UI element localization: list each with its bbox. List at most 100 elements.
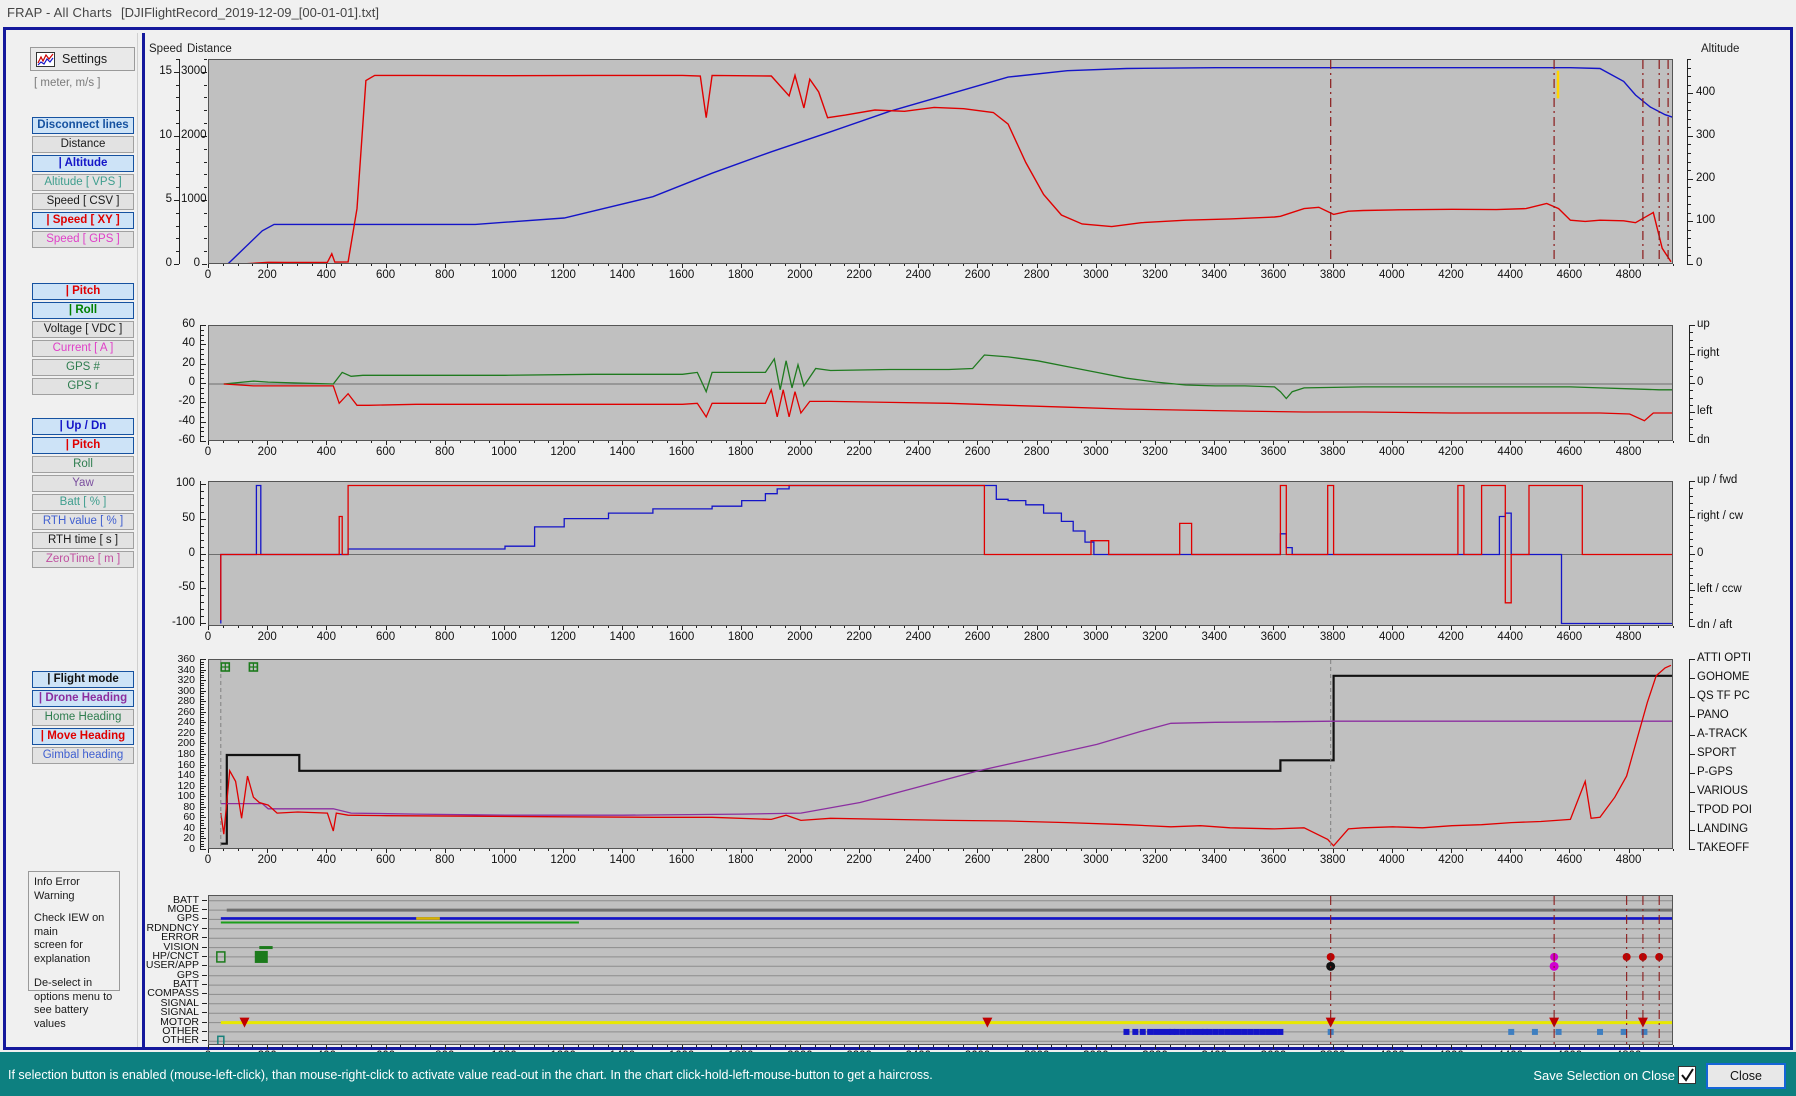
sidebar-button-gps-r[interactable]: GPS r <box>32 378 134 395</box>
save-selection-checkbox[interactable] <box>1678 1066 1696 1084</box>
iew-line5: options menu to <box>34 990 113 1003</box>
x-minor-tick <box>962 441 964 443</box>
x-minor-tick <box>992 441 994 443</box>
chart4-minor-tick <box>200 835 204 837</box>
x-minor-tick <box>711 441 713 443</box>
sidebar-button-move-heading[interactable]: | Move Heading <box>32 728 134 745</box>
x-minor-tick <box>1584 626 1586 628</box>
plot-area-chart2[interactable] <box>208 325 1673 441</box>
title-bar: FRAP - All Charts [DJIFlightRecord_2019-… <box>0 0 1796 26</box>
chart4-right-label: TPOD POI <box>1697 804 1752 816</box>
x-minor-tick <box>577 264 579 266</box>
sidebar-button-altitude[interactable]: | Altitude <box>32 155 134 172</box>
sidebar-button-yaw[interactable]: Yaw <box>32 475 134 492</box>
x-tick-mark <box>1273 441 1275 445</box>
chart-heading-flightmode: 0 20 40 60 80 100 120 140 160 180 200 220 240 260 280 3… <box>145 33 1792 1047</box>
sidebar-button-disconnect-lines[interactable]: Disconnect lines <box>32 117 134 134</box>
chart4-tick-label: 280 <box>177 695 195 708</box>
x-tick-mark <box>859 1045 861 1049</box>
x-minor-tick <box>1125 1045 1127 1047</box>
x-tick-mark <box>208 441 209 445</box>
sidebar-button-roll[interactable]: Roll <box>32 456 134 473</box>
close-button[interactable]: Close <box>1706 1063 1786 1089</box>
chart3-tick-label: 50 <box>182 511 195 524</box>
x-tick-label: 2800 <box>1023 854 1050 866</box>
x-tick-label: 2600 <box>964 854 991 866</box>
sidebar-button-home-heading[interactable]: Home Heading <box>32 709 134 726</box>
chart4-minor-tick <box>200 812 204 814</box>
sidebar-button-batt[interactable]: Batt [ % ] <box>32 494 134 511</box>
x-tick-label: 0 <box>204 631 212 643</box>
x-minor-tick <box>1554 626 1556 628</box>
x-tick-label: 4800 <box>1615 631 1642 643</box>
x-tick-label: 4000 <box>1379 446 1405 458</box>
sidebar-button-gimbal-heading[interactable]: Gimbal heading <box>32 747 134 764</box>
chart4-right-tick-mark <box>1689 811 1695 812</box>
status-bar: If selection button is enabled (mouse-le… <box>0 1052 1796 1096</box>
sidebar-button-drone-heading[interactable]: | Drone Heading <box>32 690 134 707</box>
sidebar-button-distance[interactable]: Distance <box>32 136 134 153</box>
x-tick-label: 4600 <box>1556 446 1583 458</box>
x-tick-mark <box>918 441 920 445</box>
x-tick-label: 1200 <box>550 854 576 866</box>
x-tick-mark <box>1628 264 1630 268</box>
chart4-minor-tick <box>200 769 204 771</box>
sidebar-button-label: RTH time [ s ] <box>47 534 119 546</box>
speed-minor-tick <box>176 174 179 176</box>
x-minor-tick <box>651 441 653 443</box>
sidebar-button-label: Flight mode <box>53 673 119 685</box>
chart4-minor-tick <box>200 751 204 753</box>
x-minor-tick <box>1673 264 1674 266</box>
x-minor-tick <box>1007 1045 1009 1047</box>
x-tick-label: 2000 <box>787 631 813 643</box>
chart5-row-label: SIGNAL <box>160 996 199 1009</box>
x-minor-tick <box>1317 1045 1319 1047</box>
sidebar-button-speed-gps[interactable]: Speed [ GPS ] <box>32 231 134 248</box>
x-minor-tick <box>1140 264 1142 266</box>
x-minor-tick <box>1377 264 1379 266</box>
sidebar-button-current-a[interactable]: Current [ A ] <box>32 340 134 357</box>
x-tick-mark <box>740 626 742 630</box>
x-minor-tick <box>1125 264 1127 266</box>
x-minor-tick <box>947 626 949 628</box>
chart4-minor-tick <box>200 798 204 800</box>
x-minor-tick <box>459 1045 461 1047</box>
sidebar-button-rth-time-s[interactable]: RTH time [ s ] <box>32 532 134 549</box>
x-tick-mark <box>681 626 683 630</box>
sidebar-button-pitch[interactable]: | Pitch <box>32 283 134 300</box>
sidebar-button-label: Pitch <box>72 285 101 297</box>
chart3-right-minor-tick <box>1689 575 1693 577</box>
distance-minor-tick <box>204 123 207 125</box>
chart4-minor-tick <box>200 830 204 832</box>
chart2-right-minor-tick <box>1689 412 1693 413</box>
sidebar-button-flight-mode[interactable]: | Flight mode <box>32 671 134 688</box>
selection-bar-icon: | <box>47 673 54 685</box>
x-minor-tick <box>533 264 535 266</box>
altitude-tick-mark <box>1687 221 1693 223</box>
sidebar-button-up-dn[interactable]: | Up / Dn <box>32 418 134 435</box>
sidebar-button-voltage-vdc[interactable]: Voltage [ VDC ] <box>32 321 134 338</box>
plot-area-chart3[interactable] <box>208 481 1673 626</box>
sidebar-button-gps[interactable]: GPS # <box>32 359 134 376</box>
x-minor-tick <box>873 441 875 443</box>
sidebar-button-roll[interactable]: | Roll <box>32 302 134 319</box>
chart3-tick-label: 0 <box>188 546 195 559</box>
sidebar-button-zerotime-m[interactable]: ZeroTime [ m ] <box>32 551 134 568</box>
x-tick-mark <box>563 849 565 853</box>
x-minor-tick <box>1347 849 1349 851</box>
x-tick-label: 200 <box>257 631 277 643</box>
altitude-minor-tick <box>1687 170 1691 172</box>
settings-button[interactable]: Settings <box>30 47 135 71</box>
sidebar-button-speed-xy[interactable]: | Speed [ XY ] <box>32 212 134 229</box>
sidebar-button-speed-csv[interactable]: Speed [ CSV ] <box>32 193 134 210</box>
sidebar-button-altitude-vps[interactable]: Altitude [ VPS ] <box>32 174 134 191</box>
x-minor-tick <box>1140 1045 1142 1047</box>
x-minor-tick <box>1007 849 1009 851</box>
x-minor-tick <box>296 849 298 851</box>
plot-area-chart5[interactable] <box>208 895 1673 1045</box>
plot-area-chart4[interactable] <box>208 659 1673 849</box>
sidebar-button-rth-value[interactable]: RTH value [ % ] <box>32 513 134 530</box>
sidebar-button-pitch[interactable]: | Pitch <box>32 437 134 454</box>
plot-area-chart1[interactable] <box>208 59 1673 264</box>
speed-minor-tick <box>176 148 179 150</box>
